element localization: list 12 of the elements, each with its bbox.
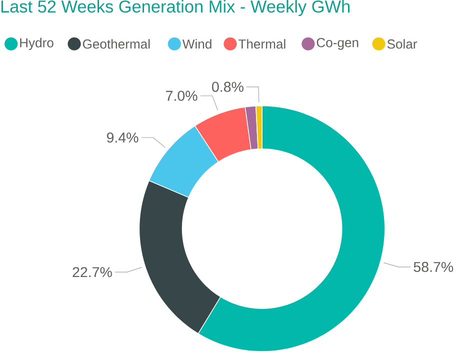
data-label: 0.8% [212, 82, 244, 92]
data-label: 58.7% [414, 262, 454, 272]
legend-label: Wind [182, 39, 212, 49]
legend-label: Co-gen [316, 38, 358, 50]
legend-label: Geothermal [82, 39, 150, 49]
legend-label: Thermal [238, 39, 286, 49]
legend-label: Solar [387, 39, 418, 49]
legend-label: Hydro [20, 38, 54, 50]
data-label: 22.7% [72, 267, 112, 278]
data-label: 9.4% [106, 132, 138, 143]
chart-title: Last 52 Weeks Generation Mix - Weekly GWh [1, 0, 350, 16]
data-label: 7.0% [166, 90, 198, 101]
